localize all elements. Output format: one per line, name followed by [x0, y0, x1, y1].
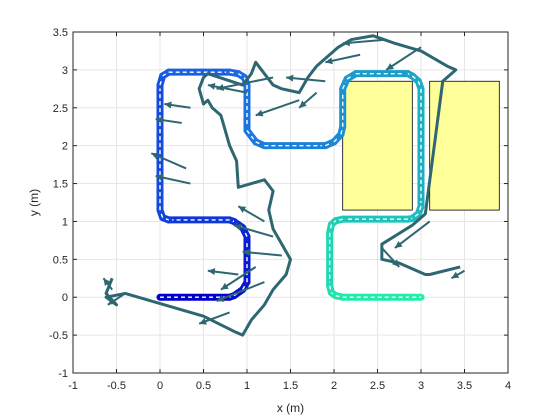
trajectory — [104, 34, 461, 337]
reference-path-dash — [162, 71, 170, 77]
arrow-head — [325, 57, 333, 65]
arrow-head — [155, 116, 164, 124]
arrow-shaft — [216, 281, 265, 302]
x-tick-label: 1 — [244, 380, 250, 392]
axes — [72, 31, 509, 374]
obstacles — [342, 80, 500, 211]
arrow-head — [238, 206, 247, 213]
y-tick-label: 1 — [62, 216, 68, 228]
x-tick-label: -0.5 — [107, 380, 126, 392]
reference-path-dash — [340, 126, 344, 135]
reference-path-dash — [159, 209, 164, 218]
arrow-head — [151, 152, 160, 160]
y-tick-label: 3.5 — [53, 27, 68, 39]
y-tick-label: 0.5 — [53, 254, 68, 266]
y-tick-label: -1 — [58, 368, 68, 380]
reference-path — [156, 68, 425, 301]
reference-path-dash — [417, 81, 422, 90]
x-tick-label: 3 — [418, 380, 424, 392]
arrow-head — [103, 278, 111, 286]
reference-path-dash — [237, 73, 245, 79]
arrow-head — [233, 223, 242, 231]
reference-path-dash — [243, 77, 248, 86]
arrow-head — [394, 240, 403, 248]
reference-path-dash — [411, 213, 419, 219]
x-tick-label: 2.5 — [370, 380, 385, 392]
reference-path-dash — [417, 206, 422, 215]
arrow-head — [216, 84, 225, 91]
x-tick-label: 1.5 — [283, 380, 298, 392]
x-tick-label: 3.5 — [457, 380, 472, 392]
y-tick-label: 2 — [62, 141, 68, 153]
tick-labels: -1 -0.5 0 0.5 1 1.5 2 2.5 3 3.5 4 -1 -0.5 0 0.5 1 1.5 2 2.… — [49, 27, 511, 392]
y-tick-label: 3 — [62, 65, 68, 77]
arrow-head — [107, 298, 116, 305]
arrow-shaft — [216, 76, 274, 90]
y-tick-label: 0 — [62, 292, 68, 304]
arrow-head — [207, 268, 216, 276]
reference-path-dash — [328, 285, 333, 293]
arrow-head — [207, 82, 216, 90]
x-tick-label: -1 — [68, 380, 78, 392]
reference-path-dash — [335, 218, 343, 222]
reference-path-dash — [411, 75, 419, 82]
arrow-shaft — [342, 38, 387, 45]
arrow-shaft — [255, 99, 300, 117]
velocity-arrows — [102, 38, 466, 325]
obstacle — [342, 80, 413, 211]
x-tick-label: 2 — [331, 380, 337, 392]
arrow-head — [451, 271, 460, 279]
x-tick-label: 0 — [157, 380, 163, 392]
y-tick-label: 2.5 — [53, 103, 68, 115]
arrow-head — [155, 174, 164, 181]
reference-path-dash — [335, 295, 343, 298]
arrow-head — [386, 63, 394, 70]
trajectory-line — [104, 34, 461, 337]
arrow-head — [216, 295, 225, 302]
arrow-head — [342, 39, 350, 47]
x-tick-label: 4 — [505, 380, 511, 392]
x-tick-label: 0.5 — [196, 380, 211, 392]
arrow-head — [299, 100, 307, 108]
y-tick-label: -0.5 — [49, 330, 68, 342]
arrow-head — [242, 248, 250, 256]
arrow-head — [164, 101, 172, 109]
arrow-shaft — [394, 220, 431, 249]
arrow-head — [199, 318, 207, 325]
arrow-head — [286, 74, 294, 82]
y-tick-label: 1.5 — [53, 179, 68, 191]
x-axis-label: x (m) — [277, 401, 304, 415]
arrow-head — [391, 259, 400, 267]
y-axis-label: y (m) — [27, 189, 41, 216]
reference-path-dash — [246, 130, 257, 143]
arrow-head — [220, 282, 229, 290]
arrow-head — [255, 109, 264, 117]
